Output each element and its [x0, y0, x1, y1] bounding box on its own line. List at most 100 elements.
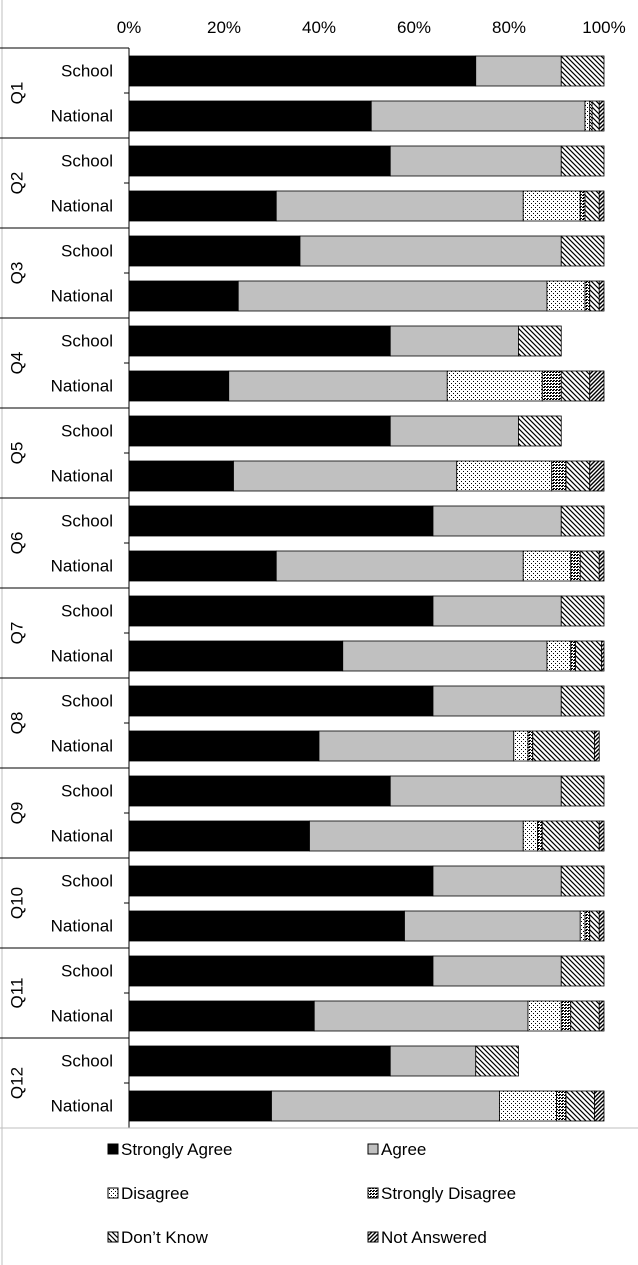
bar-q10-national-strongly-disagree: [584, 910, 591, 942]
bar-q4-national-not-answered: [589, 370, 605, 402]
bar-q5-national-strongly-agree: [128, 460, 234, 492]
group-label: Q9: [7, 802, 26, 825]
bar-q12-school-agree: [389, 1045, 477, 1077]
bar-q8-school-strongly-agree: [128, 685, 434, 717]
bar-q2-school-don-t-know: [560, 145, 605, 177]
row-label: School: [61, 512, 113, 531]
bar-q9-national-not-answered: [598, 820, 605, 852]
bar-q5-school-don-t-know: [518, 415, 562, 447]
bar-q9-school-strongly-agree: [128, 775, 391, 807]
bar-q6-national-disagree: [522, 550, 572, 582]
bar-q7-national-strongly-disagree: [570, 640, 576, 672]
plot-area: [128, 55, 605, 1122]
bar-q3-school-strongly-agree: [128, 235, 301, 267]
row-label: National: [51, 287, 113, 306]
bar-q4-national-don-t-know: [560, 370, 591, 402]
bar-q8-national-strongly-disagree: [527, 730, 534, 762]
legend-item-strongly-agree: Strongly Agree: [107, 1140, 233, 1159]
bar-q10-school-agree: [432, 865, 562, 897]
bar-q3-school-agree: [299, 235, 562, 267]
bar-q4-school-agree: [389, 325, 519, 357]
bar-q6-school-agree: [432, 505, 562, 537]
group-label: Q11: [7, 978, 26, 1009]
bar-q4-school-strongly-agree: [128, 325, 391, 357]
bar-q2-school-agree: [389, 145, 562, 177]
row-label: School: [61, 62, 113, 81]
bar-q9-national-strongly-agree: [128, 820, 310, 852]
bar-q5-national-not-answered: [589, 460, 605, 492]
legend-label: Not Answered: [381, 1228, 487, 1247]
legend-item-disagree: Disagree: [107, 1184, 189, 1203]
group-label: Q10: [7, 887, 26, 919]
row-label: School: [61, 242, 113, 261]
bar-q1-national-strongly-agree: [128, 100, 372, 132]
bar-q10-national-agree: [404, 910, 581, 942]
bar-q1-school-don-t-know: [560, 55, 605, 87]
group-label: Q12: [7, 1067, 26, 1099]
bar-q2-national-strongly-agree: [128, 190, 277, 222]
row-label: National: [51, 737, 113, 756]
bar-q4-national-strongly-disagree: [541, 370, 562, 402]
legend-label: Strongly Disagree: [381, 1184, 516, 1203]
row-label: National: [51, 917, 113, 936]
bar-q11-national-strongly-disagree: [560, 1000, 572, 1032]
bar-q11-school-strongly-agree: [128, 955, 434, 987]
bar-q1-national-not-answered: [598, 100, 605, 132]
bar-q1-national-don-t-know: [591, 100, 600, 132]
bar-q12-national-strongly-disagree: [556, 1090, 567, 1122]
x-tick-label: 80%: [492, 18, 526, 37]
bar-q11-national-disagree: [527, 1000, 562, 1032]
bar-q5-school-strongly-agree: [128, 415, 391, 447]
legend-item-agree: Agree: [367, 1140, 426, 1159]
bar-q8-national-don-t-know: [532, 730, 595, 762]
bar-q10-national-disagree: [579, 910, 586, 942]
bar-q2-national-disagree: [522, 190, 581, 222]
bar-q5-school-agree: [389, 415, 519, 447]
bar-q1-national-disagree: [584, 100, 591, 132]
bar-q11-national-not-answered: [598, 1000, 605, 1032]
bar-q2-national-don-t-know: [584, 190, 600, 222]
bar-q3-national-strongly-agree: [128, 280, 239, 312]
row-label: School: [61, 332, 113, 351]
group-label: Q6: [7, 532, 26, 555]
row-label: School: [61, 692, 113, 711]
bar-q10-national-strongly-agree: [128, 910, 405, 942]
bar-q12-national-strongly-agree: [128, 1090, 272, 1122]
bar-q12-national-not-answered: [594, 1090, 605, 1122]
bar-q3-national-don-t-know: [589, 280, 600, 312]
bar-q5-national-don-t-know: [565, 460, 591, 492]
bar-q6-national-don-t-know: [579, 550, 600, 582]
bar-q2-national-strongly-disagree: [579, 190, 586, 222]
bar-q8-school-don-t-know: [560, 685, 605, 717]
bar-q10-school-don-t-know: [560, 865, 605, 897]
legend-item-strongly-disagree: Strongly Disagree: [367, 1184, 516, 1203]
row-label: School: [61, 962, 113, 981]
row-label: School: [61, 1052, 113, 1071]
bar-q11-national-agree: [313, 1000, 529, 1032]
legend-item-don-t-know: Don’t Know: [107, 1228, 209, 1247]
bar-q12-national-disagree: [499, 1090, 557, 1122]
bar-q12-national-don-t-know: [565, 1090, 595, 1122]
legend-swatch: [367, 1231, 379, 1243]
bar-q5-national-disagree: [456, 460, 553, 492]
bar-q9-national-agree: [309, 820, 524, 852]
bar-q9-national-strongly-disagree: [537, 820, 543, 852]
x-tick-label: 100%: [582, 18, 625, 37]
bar-q7-school-don-t-know: [560, 595, 605, 627]
legend-swatch: [107, 1187, 119, 1199]
x-axis: 0% 20% 40% 60% 80% 100%: [117, 18, 626, 37]
legend-label: Don’t Know: [121, 1228, 209, 1247]
bar-q6-national-strongly-disagree: [570, 550, 581, 582]
bar-q10-national-don-t-know: [589, 910, 600, 942]
legend-swatch: [107, 1143, 119, 1155]
category-labels: School National Q1 School National Q2 School Na…: [7, 62, 113, 1116]
bar-q8-national-agree: [318, 730, 515, 762]
bar-q7-national-disagree: [546, 640, 572, 672]
bar-q8-national-disagree: [513, 730, 529, 762]
bar-q12-school-don-t-know: [475, 1045, 519, 1077]
group-label: Q5: [7, 442, 26, 465]
legend: Strongly Agree Agree Disagree Strongly Disa…: [107, 1140, 516, 1247]
bar-q7-national-agree: [342, 640, 548, 672]
